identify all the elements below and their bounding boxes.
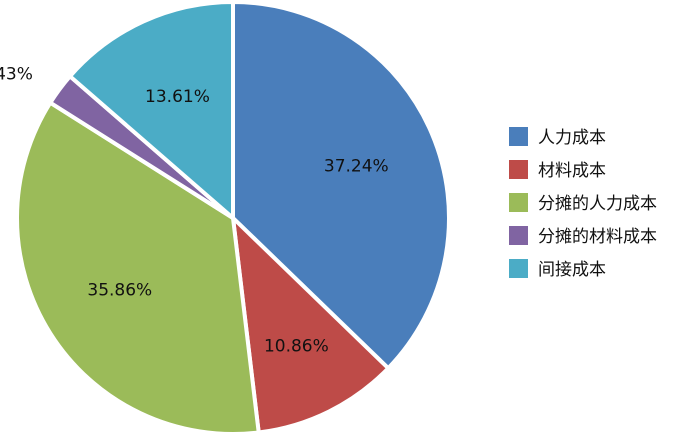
legend-swatch-3 (509, 193, 528, 212)
pie-slice-2 (230, 212, 392, 435)
data-label-3: 35.86% (87, 281, 152, 301)
legend-label-4: 分摊的材料成本 (538, 227, 657, 247)
pie-data-labels: 37.24% 10.86% 35.86% 2.43% 13.61% (0, 65, 389, 357)
data-label-4: 2.43% (0, 65, 33, 85)
data-label-2: 10.86% (264, 337, 329, 357)
legend-swatch-5 (509, 259, 528, 278)
pie-slice-5 (67, 0, 235, 223)
legend-swatch-4 (509, 226, 528, 245)
legend-label-5: 间接成本 (538, 260, 606, 280)
pie-slice-1 (231, 0, 451, 372)
data-label-1: 37.24% (324, 157, 389, 177)
legend-swatch-2 (509, 160, 528, 179)
legend-swatch-1 (509, 127, 528, 146)
pie-slices (15, 0, 451, 436)
legend-label-2: 材料成本 (538, 161, 606, 181)
legend-label-3: 分摊的人力成本 (538, 194, 657, 214)
data-label-5: 13.61% (145, 87, 210, 107)
legend-label-1: 人力成本 (538, 128, 606, 148)
pie-slice-3 (15, 99, 261, 436)
